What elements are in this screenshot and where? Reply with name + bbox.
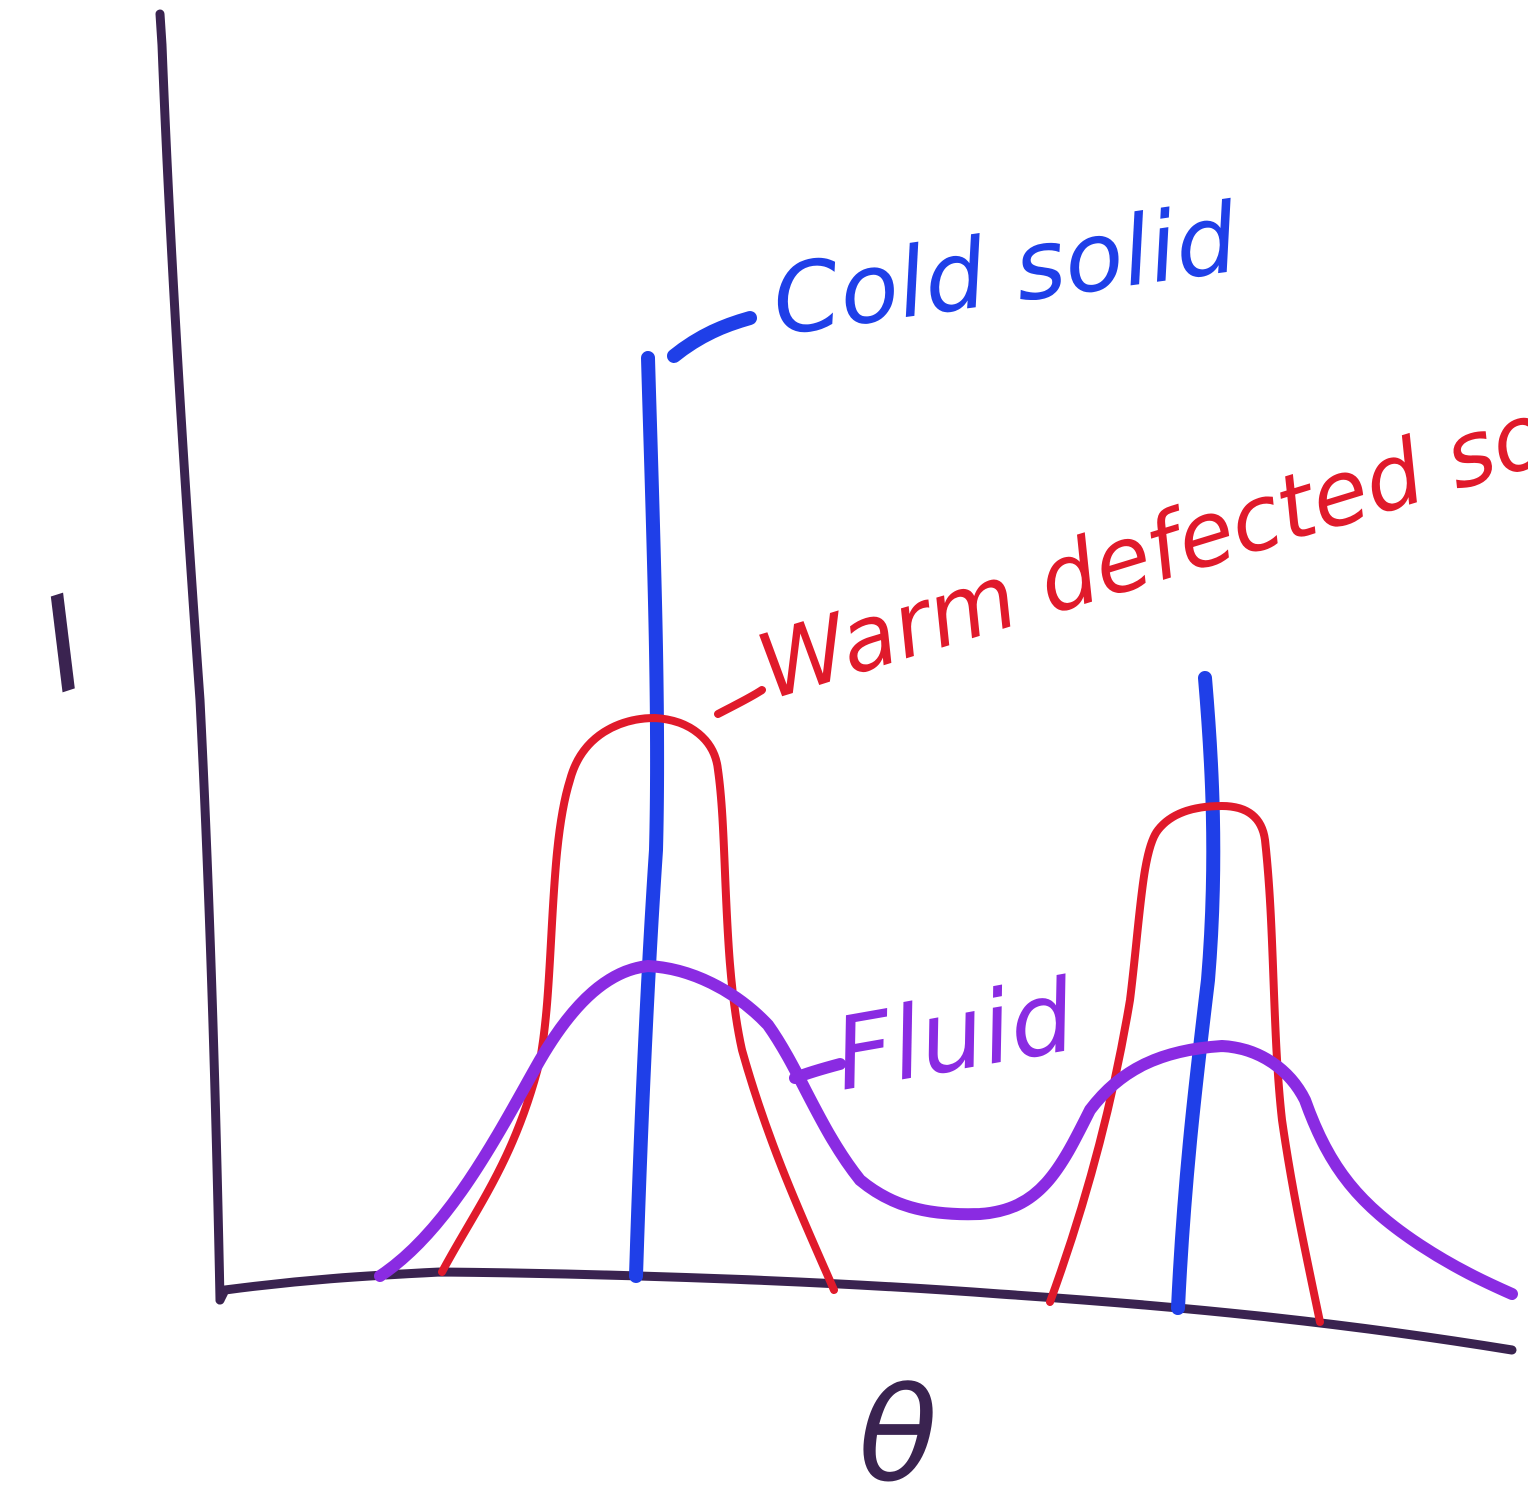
y-axis-label: I: [22, 567, 105, 723]
x-axis-label: θ: [858, 1359, 938, 1500]
cold-solid-leader: [667, 311, 757, 363]
y-axis-line: [155, 9, 225, 1305]
x-axis-line: [215, 1267, 1517, 1355]
fluid-label: Fluid: [826, 957, 1083, 1114]
cold-solid-peak-2: [1171, 671, 1221, 1315]
warm-defected-solid-label: Warm defected solid: [746, 349, 1528, 721]
fluid-leader: [789, 1058, 846, 1084]
axes: [155, 9, 1517, 1355]
fluid-series: [374, 960, 1518, 1300]
cold-solid-series: [629, 311, 1221, 1315]
warm-solid-leader: [714, 686, 766, 718]
cold-solid-label: Cold solid: [766, 182, 1245, 358]
cold-solid-peak-1: [629, 351, 665, 1283]
warm-solid-peak-2: [1046, 802, 1324, 1326]
fluid-curve: [374, 960, 1518, 1300]
